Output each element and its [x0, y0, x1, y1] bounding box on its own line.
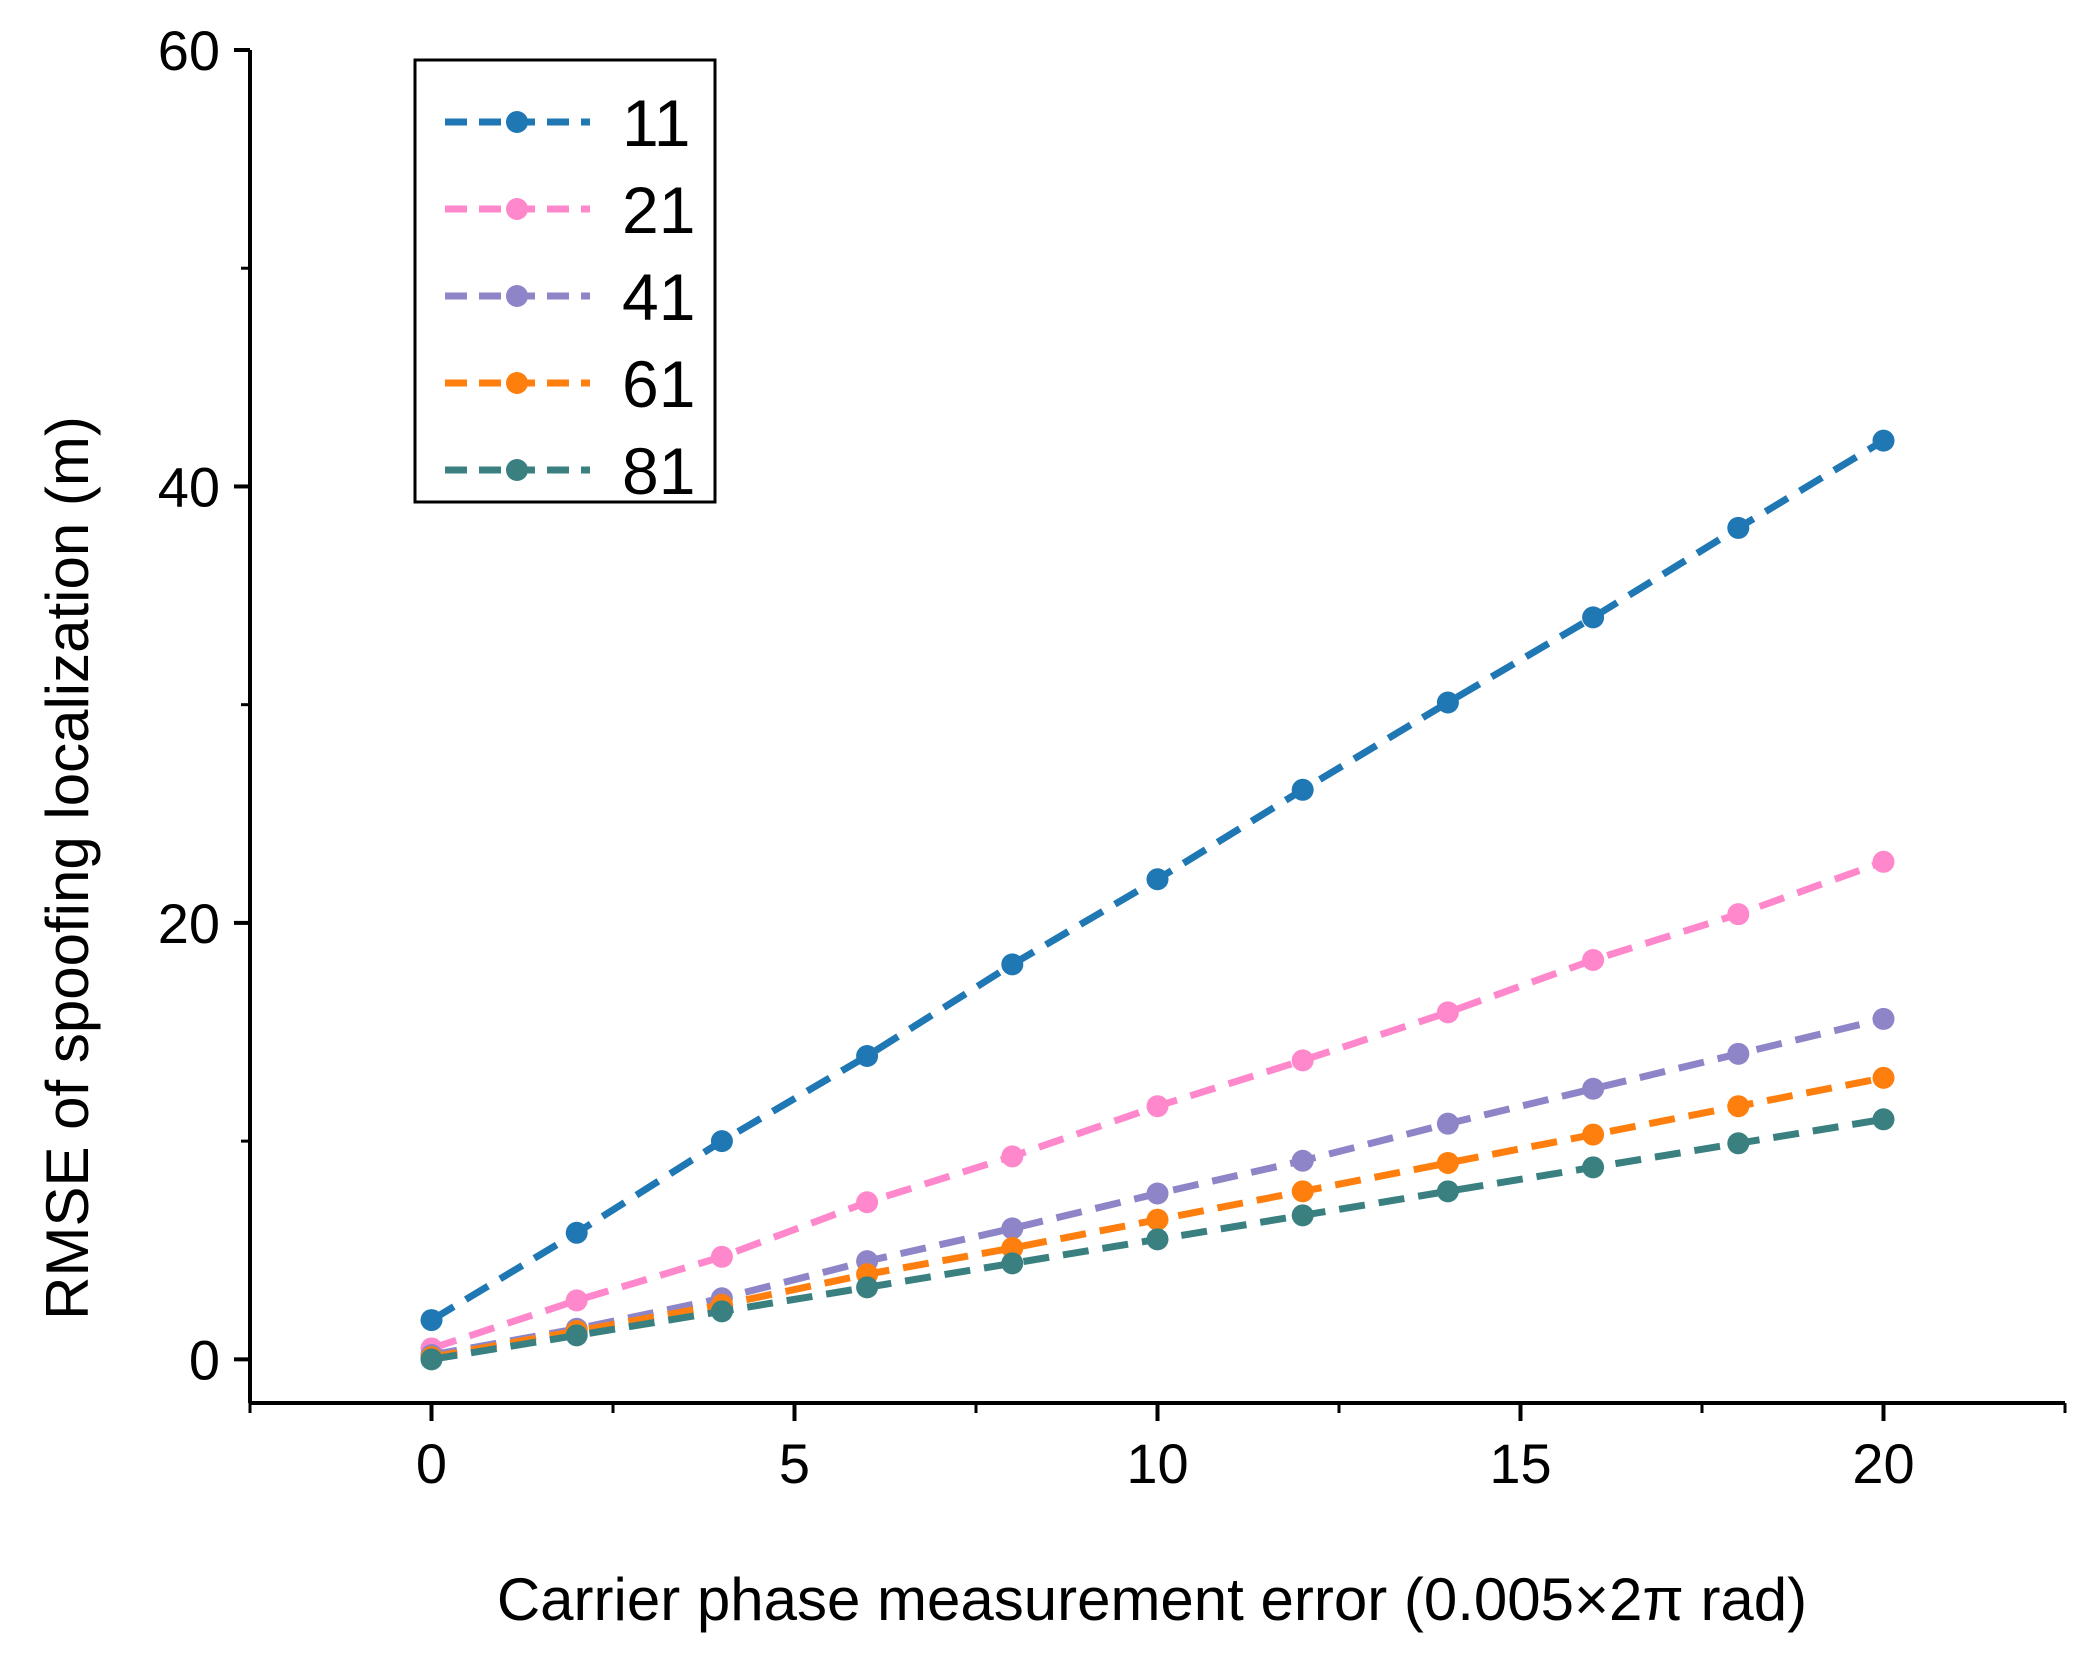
data-point — [1582, 1156, 1605, 1179]
data-point — [1291, 1204, 1314, 1227]
series-81 — [420, 1108, 1895, 1371]
data-point — [1872, 429, 1895, 452]
data-point — [1291, 778, 1314, 801]
y-tick-label: 40 — [158, 455, 220, 518]
data-point — [1582, 606, 1605, 629]
x-ticks: 0 5 10 15 20 — [248, 1403, 2067, 1495]
data-point — [1727, 903, 1750, 926]
data-point — [710, 1300, 733, 1323]
x-tick-label: 10 — [1126, 1432, 1188, 1495]
y-axis-title: RMSE of spoofing localization (m) — [34, 416, 101, 1320]
legend-label: 81 — [622, 434, 695, 508]
data-point — [1436, 1180, 1459, 1203]
legend-marker — [506, 285, 528, 307]
data-point — [1001, 1145, 1024, 1168]
data-point — [710, 1130, 733, 1153]
series-group — [420, 429, 1895, 1371]
legend-marker — [506, 198, 528, 220]
data-point — [1727, 1095, 1750, 1118]
legend-marker — [506, 372, 528, 394]
data-point — [710, 1245, 733, 1268]
data-point — [1146, 1208, 1169, 1231]
x-tick-label: 15 — [1489, 1432, 1551, 1495]
legend-marker — [506, 459, 528, 481]
legend-item-41: 41 — [445, 260, 695, 334]
data-point — [1872, 1066, 1895, 1089]
data-point — [1146, 868, 1169, 891]
legend: 11 21 41 61 81 — [413, 58, 717, 508]
legend-item-81: 81 — [445, 434, 695, 508]
legend-label: 21 — [622, 173, 695, 247]
data-point — [1727, 516, 1750, 539]
x-tick-label: 0 — [416, 1432, 447, 1495]
data-point — [1436, 691, 1459, 714]
data-point — [420, 1309, 443, 1332]
legend-label: 61 — [622, 347, 695, 421]
x-tick-label: 5 — [779, 1432, 810, 1495]
data-point — [1582, 949, 1605, 972]
data-point — [1727, 1042, 1750, 1065]
data-point — [1436, 1151, 1459, 1174]
legend-marker — [506, 111, 528, 133]
data-point — [1001, 953, 1024, 976]
series-11 — [420, 429, 1895, 1332]
x-axis-title: Carrier phase measurement error (0.005×2… — [497, 1566, 1807, 1633]
data-point — [1291, 1180, 1314, 1203]
legend-box — [413, 58, 717, 504]
y-ticks: 0 20 40 60 — [158, 19, 250, 1391]
data-point — [856, 1191, 879, 1214]
data-point — [565, 1289, 588, 1312]
data-point — [1146, 1095, 1169, 1118]
data-point — [420, 1348, 443, 1371]
data-point — [1872, 850, 1895, 873]
data-point — [856, 1276, 879, 1299]
data-point — [1436, 1112, 1459, 1135]
data-point — [856, 1045, 879, 1068]
data-point — [1727, 1132, 1750, 1155]
x-tick-label: 20 — [1852, 1432, 1914, 1495]
data-point — [1001, 1237, 1024, 1260]
data-point — [1001, 1252, 1024, 1275]
data-point — [1582, 1123, 1605, 1146]
legend-item-61: 61 — [445, 347, 695, 421]
y-tick-label: 60 — [158, 19, 220, 82]
data-point — [1146, 1228, 1169, 1251]
data-point — [1291, 1049, 1314, 1072]
legend-label: 11 — [622, 86, 691, 160]
data-point — [1582, 1077, 1605, 1100]
data-point — [1872, 1007, 1895, 1030]
legend-item-21: 21 — [445, 173, 695, 247]
legend-item-11: 11 — [445, 86, 691, 160]
y-tick-label: 0 — [189, 1328, 220, 1391]
data-point — [1001, 1217, 1024, 1240]
data-point — [1146, 1182, 1169, 1205]
data-point — [1291, 1149, 1314, 1172]
legend-label: 41 — [622, 260, 695, 334]
data-point — [565, 1324, 588, 1347]
data-point — [1872, 1108, 1895, 1131]
data-point — [565, 1221, 588, 1244]
y-tick-label: 20 — [158, 892, 220, 955]
data-point — [1436, 1001, 1459, 1024]
